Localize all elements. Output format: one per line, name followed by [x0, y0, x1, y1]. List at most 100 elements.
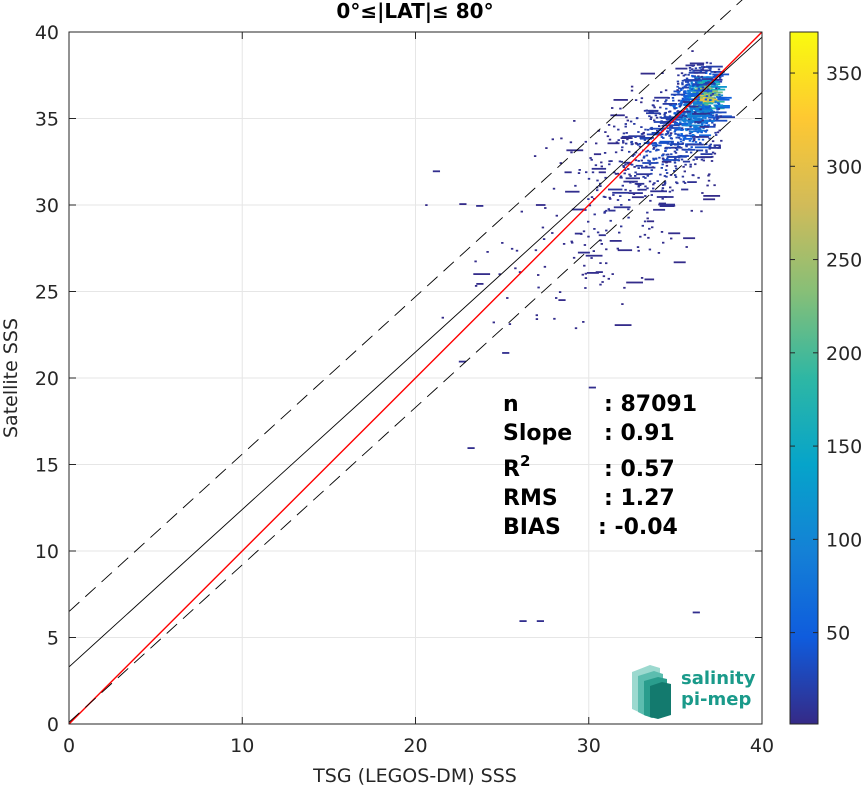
density-bin — [691, 174, 694, 176]
density-bin — [592, 250, 595, 252]
density-bin — [661, 197, 664, 200]
density-bin — [664, 111, 667, 114]
density-bin — [621, 303, 624, 305]
density-bin — [676, 89, 679, 91]
density-bin — [603, 152, 607, 154]
density-bin — [712, 75, 716, 78]
density-bin — [705, 76, 718, 79]
logo-icon — [632, 665, 671, 719]
density-bin — [665, 161, 668, 164]
density-bin — [514, 267, 517, 270]
colorbar-tick-label: 150 — [826, 436, 862, 458]
density-bin — [660, 231, 664, 233]
density-bin — [690, 131, 693, 134]
y-axis-label: Satellite SSS — [0, 318, 22, 438]
density-bin — [656, 161, 659, 164]
density-bin — [685, 246, 688, 248]
density-bin — [571, 208, 584, 211]
density-bin — [687, 112, 691, 115]
density-bin — [666, 127, 670, 130]
density-bin — [656, 133, 659, 136]
density-bin — [655, 116, 659, 119]
density-bin — [678, 113, 686, 115]
x-tick-label: 0 — [63, 735, 75, 757]
density-bin — [686, 81, 690, 84]
density-bin — [681, 175, 685, 178]
density-bin — [689, 151, 693, 154]
density-bin — [680, 101, 684, 104]
density-bin — [692, 113, 707, 115]
density-bin — [718, 93, 721, 96]
density-bin — [607, 142, 620, 145]
density-bin — [716, 108, 719, 111]
density-bin — [667, 131, 670, 134]
density-bin — [619, 195, 622, 197]
density-bin — [635, 164, 643, 167]
density-bin — [709, 62, 712, 65]
density-bin — [669, 143, 684, 145]
density-bin — [664, 133, 668, 136]
density-bin — [608, 163, 611, 166]
density-bin — [678, 128, 682, 131]
density-bin — [715, 113, 718, 116]
density-bin — [715, 115, 732, 118]
density-bin — [701, 86, 704, 89]
density-bin — [689, 69, 692, 72]
density-bin — [646, 217, 649, 220]
density-bin — [631, 196, 644, 199]
density-bin — [702, 66, 706, 69]
density-bin — [695, 117, 698, 120]
density-bin — [653, 106, 656, 109]
density-bin — [637, 188, 640, 191]
density-bin — [620, 149, 624, 152]
density-bin — [700, 107, 704, 110]
density-bin — [708, 116, 721, 119]
density-bin — [657, 252, 661, 254]
one-to-one-line — [68, 31, 763, 725]
density-bin — [647, 140, 650, 143]
density-bin — [676, 90, 679, 93]
density-bin — [555, 297, 558, 299]
density-bin — [595, 271, 603, 273]
density-bin — [673, 161, 677, 164]
density-bin — [594, 164, 598, 167]
density-bin — [687, 115, 690, 118]
density-bin — [476, 283, 484, 285]
density-bin — [681, 83, 684, 86]
y-axis: 0 5 10 15 20 25 30 35 40 — [35, 22, 762, 736]
density-bin — [637, 131, 640, 133]
density-bin — [677, 136, 681, 139]
density-bin — [644, 195, 647, 197]
density-bin — [706, 94, 721, 97]
density-bin — [599, 239, 602, 242]
stat-value: : 1.27 — [604, 486, 675, 511]
density-bin — [692, 83, 696, 85]
density-bin — [713, 184, 716, 187]
density-bin — [697, 176, 700, 179]
density-bin — [691, 85, 695, 87]
density-bin — [551, 138, 554, 141]
density-bin — [687, 89, 690, 92]
density-bin — [676, 182, 679, 185]
density-bin — [684, 136, 687, 139]
density-bin — [650, 126, 653, 129]
density-bin — [607, 208, 610, 210]
density-bin — [694, 111, 697, 114]
density-bin — [634, 99, 638, 101]
density-bin — [685, 134, 688, 137]
density-bin — [665, 99, 668, 101]
density-bin — [682, 180, 685, 183]
density-bin — [634, 175, 637, 177]
density-bin — [670, 142, 674, 145]
density-bin — [695, 79, 699, 82]
density-bin — [680, 118, 683, 121]
density-bin — [610, 114, 625, 117]
density-bin — [701, 192, 704, 194]
density-bin — [662, 137, 665, 139]
density-bin — [716, 117, 719, 120]
r-squared-superscript: 2 — [520, 452, 530, 470]
density-bin — [626, 119, 629, 122]
density-bin — [501, 242, 504, 244]
density-bin — [692, 83, 707, 86]
density-bin — [624, 163, 627, 166]
